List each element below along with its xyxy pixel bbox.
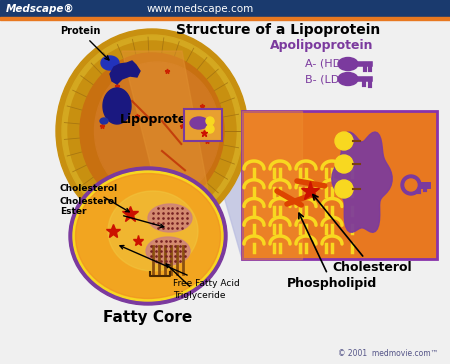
Text: © 2001  medmovie.com™: © 2001 medmovie.com™ [338,349,438,358]
Ellipse shape [69,167,227,305]
Text: Structure of a Lipoprotein: Structure of a Lipoprotein [176,23,380,37]
Ellipse shape [76,174,220,298]
Bar [184,109,222,141]
Circle shape [206,125,214,133]
Polygon shape [110,61,140,84]
Ellipse shape [62,35,242,227]
Circle shape [401,175,421,195]
Ellipse shape [73,171,223,301]
Polygon shape [198,116,242,259]
Polygon shape [122,51,212,211]
Ellipse shape [56,29,248,233]
Text: Fatty Core: Fatty Core [104,310,193,325]
Ellipse shape [108,191,198,271]
Text: Cholesterol: Cholesterol [313,195,412,274]
Ellipse shape [146,237,190,265]
Circle shape [206,117,214,125]
Bar [242,111,437,259]
Text: Apolipoprotein: Apolipoprotein [270,39,374,52]
Text: B- (LDL): B- (LDL) [305,74,350,84]
Bar [242,111,302,259]
Ellipse shape [148,204,192,232]
Ellipse shape [80,53,224,209]
Ellipse shape [94,62,220,200]
Polygon shape [332,132,392,232]
Ellipse shape [68,41,236,221]
Text: A- (HDL): A- (HDL) [305,59,352,69]
Text: Phospholipid: Phospholipid [287,213,377,290]
Text: www.medscape.com: www.medscape.com [146,4,254,13]
Ellipse shape [100,118,108,124]
Bar [0,0,450,17]
Polygon shape [101,56,119,70]
Text: Protein: Protein [60,26,109,60]
Ellipse shape [338,72,358,86]
Bar [0,17,450,20]
Circle shape [335,132,353,150]
Text: Lipoprotein: Lipoprotein [120,112,200,126]
Ellipse shape [190,117,208,129]
Text: Cholesterol: Cholesterol [60,184,129,212]
Circle shape [405,179,417,191]
Ellipse shape [338,58,358,71]
Text: Free Fatty Acid: Free Fatty Acid [120,246,240,288]
Text: Triglyceride: Triglyceride [166,264,225,300]
Polygon shape [103,88,131,124]
Circle shape [335,180,353,198]
Text: Cholesterol
Ester: Cholesterol Ester [60,197,164,228]
Circle shape [335,155,353,173]
Text: Medscape®: Medscape® [6,4,75,13]
